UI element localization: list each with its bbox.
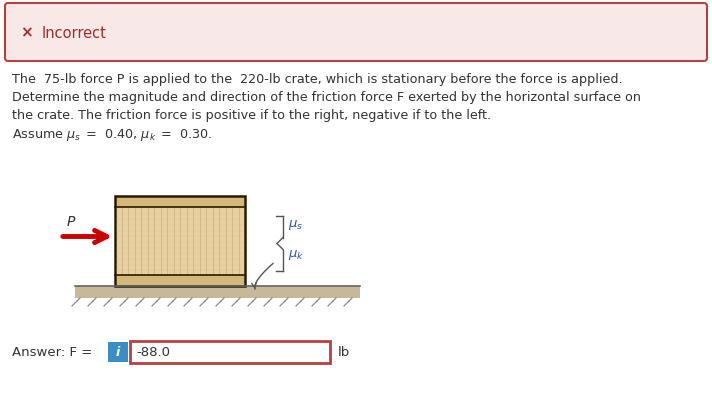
Bar bbox=[115, 196, 245, 286]
Text: -88.0: -88.0 bbox=[136, 346, 170, 358]
Text: P: P bbox=[67, 215, 75, 229]
FancyBboxPatch shape bbox=[5, 3, 707, 61]
Text: Assume $\mu_s\,$ =  0.40, $\mu_k\,$ =  0.30.: Assume $\mu_s\,$ = 0.40, $\mu_k\,$ = 0.3… bbox=[12, 127, 213, 143]
FancyBboxPatch shape bbox=[108, 342, 128, 362]
Text: ×: × bbox=[20, 26, 32, 41]
Text: the crate. The friction force is positive if to the right, negative if to the le: the crate. The friction force is positiv… bbox=[12, 109, 491, 122]
Text: $\mu_k$: $\mu_k$ bbox=[288, 247, 304, 261]
Text: The  75-lb force ​P​ is applied to the  220-lb crate, which is stationary before: The 75-lb force ​P​ is applied to the 22… bbox=[12, 73, 622, 86]
Text: $\mu_s$: $\mu_s$ bbox=[288, 218, 303, 232]
Bar bbox=[115, 196, 245, 286]
Text: Incorrect: Incorrect bbox=[42, 26, 107, 41]
Text: lb: lb bbox=[338, 346, 350, 358]
Bar bbox=[115, 196, 245, 207]
Text: i: i bbox=[116, 346, 120, 358]
Text: Determine the magnitude and direction of the friction force F exerted by the hor: Determine the magnitude and direction of… bbox=[12, 91, 641, 104]
Bar bbox=[75, 286, 360, 298]
Bar bbox=[130, 341, 330, 363]
Text: Answer: F =: Answer: F = bbox=[12, 346, 97, 358]
Bar bbox=[115, 275, 245, 286]
